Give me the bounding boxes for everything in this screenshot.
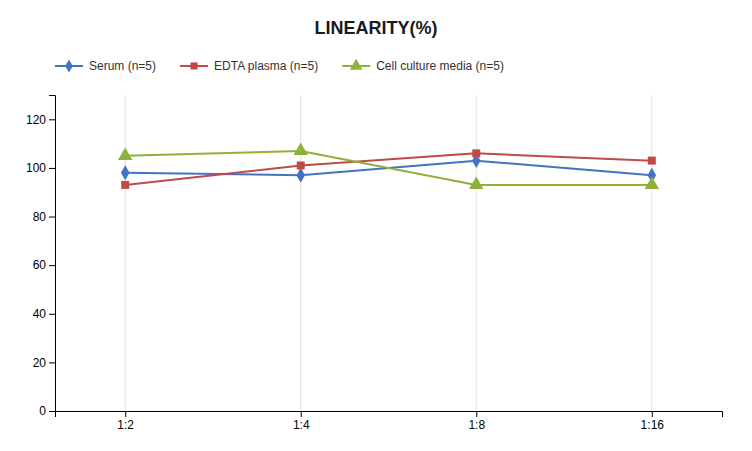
tick-label: 120 [26, 113, 46, 127]
tick-label: 1:2 [117, 418, 134, 432]
grid [125, 95, 652, 411]
tick-mark [49, 168, 55, 169]
tick: 60 [33, 258, 55, 272]
legend-item: EDTA plasma (n=5) [180, 59, 318, 73]
plot-area [118, 143, 659, 190]
data-point [121, 181, 129, 189]
tick-label: 20 [33, 356, 47, 370]
legend: Serum (n=5) EDTA plasma (n=5) Cell culture… [55, 59, 504, 74]
data-point [645, 177, 659, 189]
tick-label: 40 [33, 307, 47, 321]
tick-label: 80 [33, 210, 47, 224]
tick: 40 [33, 307, 55, 321]
grid-line [300, 95, 301, 411]
series-line [125, 153, 652, 185]
tick-mark [476, 411, 477, 417]
data-point [472, 149, 480, 157]
legend-item: Cell culture media (n=5) [342, 59, 504, 74]
y-axis: 0 20 40 60 80 100 120 [26, 96, 56, 419]
tick-label: 1:16 [641, 418, 665, 432]
data-point [469, 177, 483, 189]
tick-label: 1:4 [293, 418, 310, 432]
tick-mark [49, 362, 55, 363]
data-point [296, 168, 305, 183]
grid-line [651, 95, 652, 411]
tick-mark [49, 217, 55, 218]
data-point [297, 161, 305, 169]
tick-mark [49, 119, 55, 120]
series-line [125, 151, 652, 185]
grid-line [476, 95, 477, 411]
tick: 20 [33, 356, 55, 370]
x-axis: 1:2 1:4 1:8 1:16 [56, 411, 723, 432]
legend-marker [65, 59, 73, 72]
data-point [294, 143, 308, 155]
tick: 120 [26, 113, 55, 127]
chart: LINEARITY(%) 1:2 1:4 1:8 1:16 0 20 40 60 80 100 120… [0, 0, 752, 451]
legend-marker [190, 62, 197, 69]
tick-mark [301, 411, 302, 417]
data-point [121, 165, 130, 180]
tick-mark [49, 314, 55, 315]
axis-line [49, 96, 56, 412]
tick: 0 [39, 404, 55, 418]
legend-label: EDTA plasma (n=5) [214, 59, 318, 73]
tick-mark [652, 411, 653, 417]
axis-line [56, 412, 723, 418]
tick: 1:4 [293, 411, 310, 432]
tick: 1:2 [117, 411, 134, 432]
tick: 100 [26, 161, 55, 175]
tick: 80 [33, 210, 55, 224]
tick: 1:16 [641, 411, 665, 432]
tick-label: 1:8 [468, 418, 485, 432]
data-point [648, 157, 656, 165]
tick-mark [49, 411, 55, 412]
legend-label: Serum (n=5) [89, 59, 156, 73]
tick-mark [125, 411, 126, 417]
tick-label: 0 [39, 404, 46, 418]
legend-item: Serum (n=5) [55, 59, 156, 73]
grid-line [125, 95, 126, 411]
legend-marker [350, 59, 363, 70]
data-point [118, 147, 132, 159]
tick-mark [49, 265, 55, 266]
tick-label: 60 [33, 258, 47, 272]
tick-label: 100 [26, 161, 46, 175]
tick: 1:8 [468, 411, 485, 432]
title: LINEARITY(%) [315, 18, 438, 38]
legend-label: Cell culture media (n=5) [376, 59, 504, 73]
